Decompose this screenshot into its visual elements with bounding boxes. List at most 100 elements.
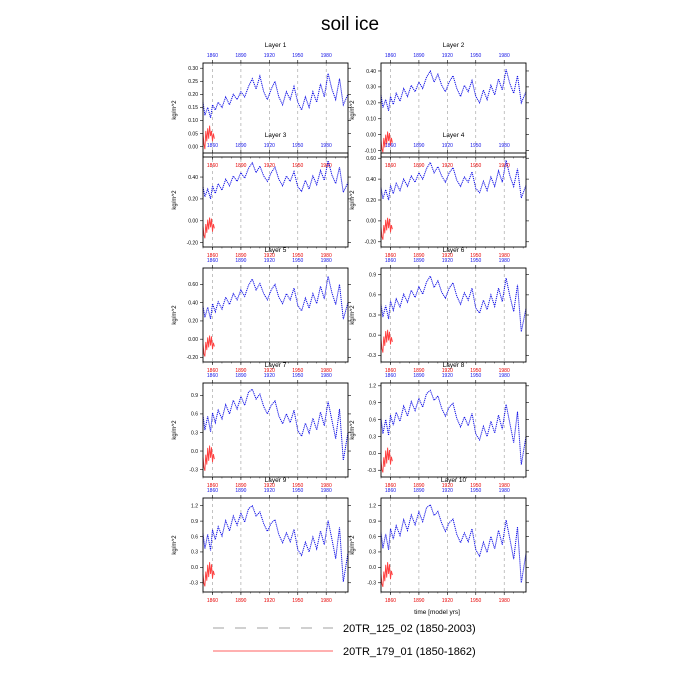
- y-tick-label: 0.20: [366, 101, 376, 107]
- x-tick-label-top: 1860: [385, 143, 396, 149]
- panel-title: Layer 1: [265, 42, 287, 49]
- y-tick-label: 0.00: [366, 219, 376, 225]
- x-tick-label-bottom: 1950: [292, 253, 303, 259]
- y-tick-label: -0.3: [367, 581, 376, 587]
- plot-frame: [380, 152, 527, 248]
- plot-frame: [202, 497, 349, 593]
- x-tick-label-top: 1920: [442, 143, 453, 149]
- y-axis-label: kg/m^2: [172, 420, 178, 440]
- y-tick-label: 0.0: [369, 333, 376, 339]
- panel-title: Layer 7: [265, 362, 287, 369]
- series-line-20tr-179-01: [202, 335, 215, 357]
- x-tick-label-top: 1950: [470, 373, 481, 379]
- x-tick-label-bottom: 1890: [413, 368, 424, 374]
- y-tick-label: 0.05: [188, 131, 198, 137]
- y-tick-label: 0.40: [366, 177, 376, 183]
- series-line-20tr-179-01: [380, 447, 393, 473]
- y-tick-label: 0.9: [369, 519, 376, 525]
- series-line-20tr-179-01: [202, 562, 215, 587]
- x-tick-label-top: 1890: [235, 373, 246, 379]
- plot-frame: [380, 267, 527, 363]
- x-tick-label-top: 1920: [264, 53, 275, 59]
- x-tick-label-bottom: 1980: [321, 598, 332, 604]
- x-tick-label-bottom: 1860: [385, 368, 396, 374]
- x-tick-label-top: 1860: [385, 488, 396, 494]
- y-tick-label: 0.6: [369, 534, 376, 540]
- y-tick-label: 0.25: [188, 79, 198, 85]
- y-tick-label: 0.9: [191, 393, 198, 399]
- x-axis-label: time [model yrs]: [414, 609, 460, 616]
- y-tick-label: 0.3: [191, 430, 198, 436]
- y-tick-label: -0.3: [367, 353, 376, 359]
- series-line-20tr-179-01: [380, 217, 393, 240]
- y-tick-label: -0.3: [367, 468, 376, 474]
- x-tick-label-top: 1980: [499, 373, 510, 379]
- x-tick-label-bottom: 1980: [321, 483, 332, 489]
- x-tick-label-bottom: 1920: [264, 368, 275, 374]
- y-tick-label: 0.60: [366, 156, 376, 162]
- x-tick-label-bottom: 1890: [235, 483, 246, 489]
- series-line-20tr-179-01: [202, 125, 215, 150]
- y-tick-label: 0.15: [188, 105, 198, 111]
- x-tick-label-top: 1980: [499, 53, 510, 59]
- y-axis-label: kg/m^2: [350, 305, 356, 325]
- x-tick-label-bottom: 1950: [292, 368, 303, 374]
- y-tick-label: 0.6: [369, 417, 376, 423]
- x-tick-label-bottom: 1860: [385, 598, 396, 604]
- x-tick-label-bottom: 1950: [292, 598, 303, 604]
- x-tick-label-top: 1860: [207, 53, 218, 59]
- plot-frame: [202, 62, 349, 158]
- y-tick-label: 0.40: [188, 175, 198, 181]
- plot-frame: [202, 382, 349, 478]
- x-tick-label-bottom: 1980: [499, 253, 510, 259]
- panel-title: Layer 5: [265, 247, 287, 254]
- y-tick-label: 0.6: [191, 534, 198, 540]
- y-axis-label: kg/m^2: [172, 535, 178, 555]
- x-tick-label-top: 1890: [235, 143, 246, 149]
- x-tick-label-top: 1950: [292, 143, 303, 149]
- y-tick-label: 0.30: [188, 66, 198, 72]
- x-tick-label-bottom: 1950: [470, 368, 481, 374]
- y-axis-label: kg/m^2: [172, 100, 178, 120]
- series-line-20tr-125-02: [380, 160, 527, 201]
- chart-panel-2: Layer 2 1860 1890 1920 1950 1980 1860 1890 1920 1…: [350, 42, 529, 169]
- series-line-20tr-179-01: [202, 217, 215, 239]
- series-line-20tr-125-02: [202, 160, 349, 200]
- x-tick-label-bottom: 1920: [264, 483, 275, 489]
- x-tick-label-top: 1950: [292, 53, 303, 59]
- x-tick-label-top: 1950: [470, 143, 481, 149]
- y-tick-label: 0.60: [188, 282, 198, 288]
- panel-title: Layer 3: [265, 132, 287, 139]
- series-line-20tr-179-01: [202, 445, 215, 471]
- chart-panel-10: Layer 10 1860 1890 1920 1950 1980 1860 1890 1920…: [350, 477, 529, 604]
- y-tick-label: 0.00: [188, 337, 198, 343]
- y-tick-label: 0.30: [366, 85, 376, 91]
- series-line-20tr-125-02: [202, 504, 349, 582]
- panel-title: Layer 9: [265, 477, 287, 484]
- x-tick-label-bottom: 1890: [413, 483, 424, 489]
- series-line-20tr-125-02: [202, 388, 349, 461]
- figure-title: soil ice: [321, 14, 379, 35]
- y-tick-label: 0.0: [191, 449, 198, 455]
- x-tick-label-top: 1920: [442, 258, 453, 264]
- plot-frame: [380, 382, 527, 478]
- y-tick-label: 0.9: [369, 401, 376, 407]
- plot-frame: [202, 152, 349, 248]
- panel-title: Layer 4: [443, 132, 465, 139]
- x-tick-label-top: 1950: [470, 258, 481, 264]
- x-tick-label-top: 1950: [470, 53, 481, 59]
- x-tick-label-bottom: 1950: [470, 483, 481, 489]
- x-tick-label-top: 1980: [321, 143, 332, 149]
- y-tick-label: 0.20: [366, 198, 376, 204]
- y-tick-label: 1.2: [369, 384, 376, 390]
- x-tick-label-top: 1980: [321, 53, 332, 59]
- x-tick-label-top: 1920: [264, 373, 275, 379]
- x-tick-label-top: 1890: [235, 488, 246, 494]
- y-tick-label: 0.0: [191, 565, 198, 571]
- x-tick-label-top: 1950: [292, 258, 303, 264]
- plot-frame: [380, 497, 527, 593]
